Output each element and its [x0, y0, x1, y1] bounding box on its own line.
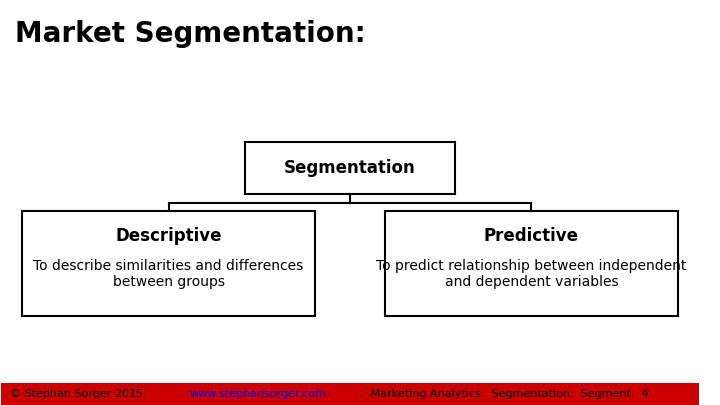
- Text: © Stephan Sorger 2015:: © Stephan Sorger 2015:: [9, 389, 153, 399]
- Text: Market Segmentation:: Market Segmentation:: [15, 20, 366, 48]
- Text: To predict relationship between independent
and dependent variables: To predict relationship between independ…: [376, 259, 686, 289]
- Text: www.stephansorger.com: www.stephansorger.com: [189, 389, 326, 399]
- Text: ;  Marketing Analytics:  Segmentation:  Segment:  4: ; Marketing Analytics: Segmentation: Seg…: [361, 389, 649, 399]
- Text: Descriptive: Descriptive: [115, 227, 222, 245]
- Text: To describe similarities and differences
between groups: To describe similarities and differences…: [34, 259, 304, 289]
- FancyBboxPatch shape: [385, 211, 678, 316]
- FancyBboxPatch shape: [246, 142, 454, 194]
- FancyBboxPatch shape: [1, 383, 698, 405]
- Text: Predictive: Predictive: [484, 227, 579, 245]
- FancyBboxPatch shape: [22, 211, 315, 316]
- Text: Segmentation: Segmentation: [284, 159, 416, 177]
